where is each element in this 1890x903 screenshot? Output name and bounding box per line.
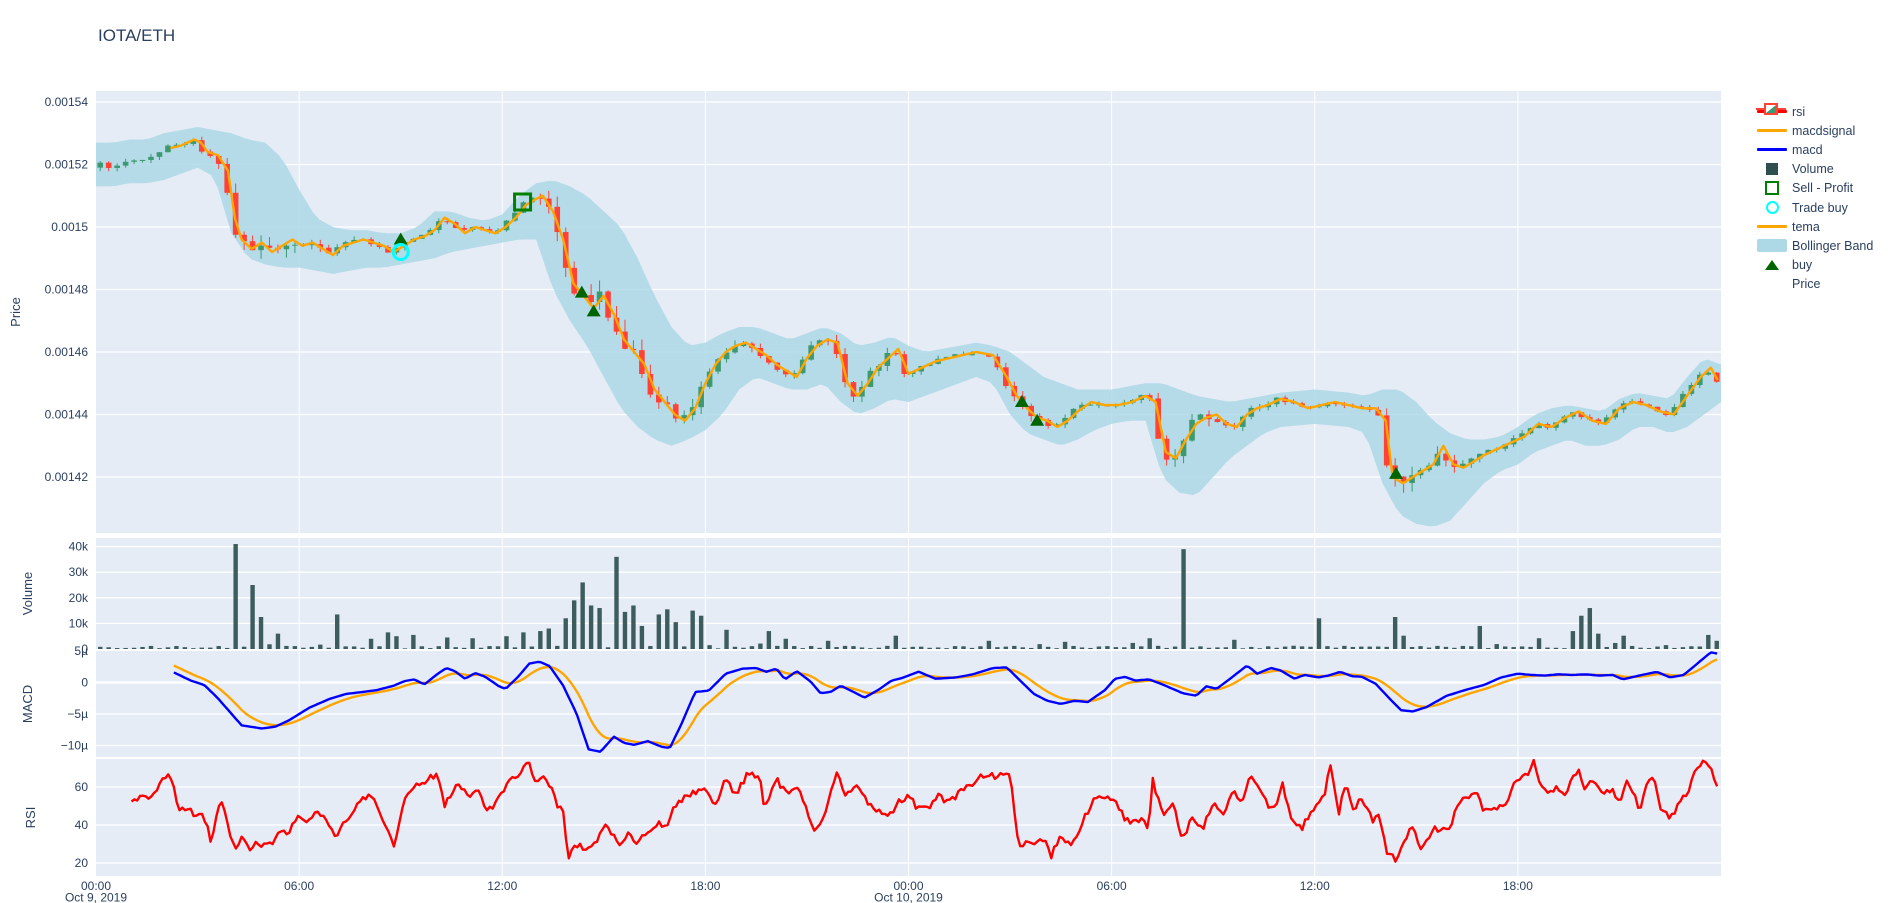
rsi-series[interactable] (130, 759, 1719, 863)
legend-item-sell-profit[interactable]: Sell - Profit (1756, 179, 1873, 198)
legend-item-label: macd (1792, 142, 1823, 157)
legend-item-label: Trade buy (1792, 200, 1848, 215)
square-swatch-icon (1756, 163, 1788, 176)
legend-item-bollinger-band[interactable]: Bollinger Band (1756, 236, 1873, 255)
legend-item-label: Volume (1792, 162, 1834, 177)
x-tick-label: 12:00 (487, 879, 517, 893)
macd-tick-label: −5µ (67, 707, 88, 721)
line-swatch-icon (1756, 225, 1788, 229)
buy-marker-icon[interactable] (393, 232, 408, 245)
price-series[interactable] (96, 127, 1721, 527)
band-swatch-icon (1756, 239, 1788, 253)
x-date-label: Oct 9, 2019 (65, 891, 127, 903)
rsi-axis-title: RSI (23, 807, 38, 829)
tema-line (170, 138, 1719, 485)
buy-marker-icon[interactable] (1030, 413, 1045, 426)
macd-panel[interactable] (96, 651, 1721, 757)
x-date-label: Oct 10, 2019 (874, 891, 943, 903)
legend-item-label: Price (1792, 277, 1821, 292)
trade-markers (391, 192, 1403, 479)
sell-profit-marker-icon[interactable] (513, 192, 533, 212)
rsi-line (130, 759, 1719, 863)
price-tick-label: 0.00142 (45, 470, 89, 484)
line-swatch-icon (1756, 129, 1788, 133)
legend-item-label: Sell - Profit (1792, 181, 1854, 196)
macd-line (173, 651, 1718, 753)
macd-tick-label: −10µ (61, 739, 88, 753)
legend-item-label: rsi (1792, 104, 1806, 119)
legend-item-label: buy (1792, 258, 1813, 273)
buy-marker-icon[interactable] (1014, 395, 1029, 407)
x-tick-label: 18:00 (690, 879, 720, 893)
buy-marker-icon[interactable] (586, 304, 601, 317)
price-tick-label: 0.00144 (45, 408, 89, 422)
page-title: IOTA/ETH (98, 26, 176, 45)
price-tick-label: 0.0015 (51, 220, 88, 234)
volume-tick-label: 0 (81, 642, 88, 656)
legend-item-label: macdsignal (1792, 123, 1856, 138)
x-tick-label: 06:00 (284, 879, 314, 893)
volume-panel[interactable] (96, 538, 1721, 649)
x-tick-label: 00:00 (81, 879, 111, 893)
macd-axis-title: MACD (20, 685, 35, 723)
triangle-up-icon (1756, 260, 1788, 271)
rsi-panel[interactable] (96, 759, 1721, 876)
price-tick-label: 0.00148 (45, 283, 89, 297)
rsi-tick-label: 60 (75, 780, 89, 794)
macd-tick-label: 5µ (74, 644, 88, 658)
legend-item-macd[interactable]: macd (1756, 140, 1873, 159)
buy-marker-icon[interactable] (1389, 466, 1403, 479)
volume-series[interactable] (98, 544, 1719, 649)
hollow-circle-icon (1756, 201, 1788, 215)
legend-item-trade-buy[interactable]: Trade buy (1756, 198, 1873, 217)
x-tick-label: 00:00 (893, 879, 923, 893)
bollinger-band-area (96, 127, 1721, 527)
price-tick-label: 0.00152 (45, 158, 89, 172)
volume-tick-label: 40k (69, 540, 89, 554)
price-tick-label: 0.00146 (45, 345, 89, 359)
macd-series[interactable] (173, 651, 1718, 753)
legend-item-volume[interactable]: Volume (1756, 160, 1873, 179)
legend-item-label: tema (1792, 219, 1820, 234)
legend-item-price[interactable]: Price (1756, 103, 1873, 294)
hollow-square-icon (1756, 181, 1788, 196)
macd-tick-label: 0 (81, 676, 88, 690)
trade-buy-marker-icon[interactable] (391, 243, 410, 261)
legend-item-tema[interactable]: tema (1756, 217, 1873, 236)
legend-item-label: Bollinger Band (1792, 238, 1874, 253)
buy-marker-icon[interactable] (574, 285, 589, 298)
x-tick-label: 18:00 (1503, 879, 1533, 893)
price-axis-title: Price (8, 297, 23, 327)
rsi-tick-label: 20 (75, 856, 89, 870)
volume-tick-label: 20k (69, 591, 89, 605)
volume-tick-label: 30k (69, 565, 89, 579)
rsi-tick-label: 40 (75, 818, 89, 832)
legend-item-macdsignal[interactable]: macdsignal (1756, 121, 1873, 140)
line-swatch-icon (1756, 148, 1788, 152)
legend-item-buy[interactable]: buy (1756, 256, 1873, 275)
x-tick-label: 06:00 (1097, 879, 1127, 893)
price-tick-label: 0.00154 (45, 95, 89, 109)
volume-tick-label: 10k (69, 616, 89, 630)
volume-axis-title: Volume (20, 572, 35, 615)
legend: rsi macdsignal macd Volume Sell - Profit Trad… (1756, 102, 1873, 294)
x-tick-label: 12:00 (1300, 879, 1330, 893)
